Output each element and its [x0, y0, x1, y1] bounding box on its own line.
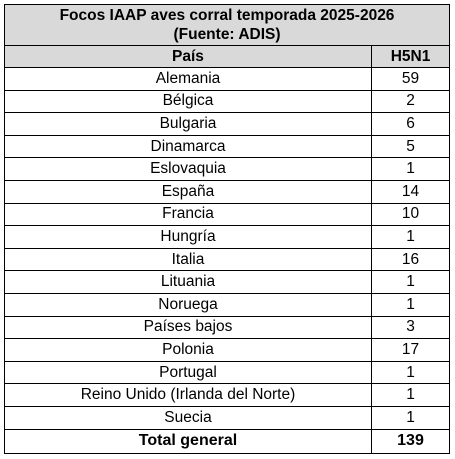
country-cell: Bélgica	[4, 89, 372, 114]
h5n1-count-cell: 2	[370, 89, 451, 114]
table-row: Reino Unido (Irlanda del Norte) 1	[4, 383, 451, 407]
h5n1-count-cell: 5	[370, 134, 451, 159]
table-title-line-2: (Fuente: ADIS)	[173, 26, 281, 43]
h5n1-count-cell: 1	[370, 383, 451, 407]
outbreaks-table: Focos IAAP aves corral temporada 2025-20…	[3, 4, 451, 454]
table-row: Alemania 59	[4, 67, 451, 91]
country-cell: Bulgaria	[4, 112, 372, 136]
table-row: Eslovaquia 1	[4, 157, 451, 181]
table-title-line-1: Focos IAAP aves corral temporada 2025-20…	[59, 7, 395, 24]
h5n1-count-cell: 59	[370, 67, 451, 91]
country-cell: Francia	[4, 202, 372, 227]
title-row: Focos IAAP aves corral temporada 2025-20…	[3, 4, 451, 46]
table-row: Italia 16	[4, 247, 451, 272]
table-title: Focos IAAP aves corral temporada 2025-20…	[3, 4, 451, 46]
country-cell: Países bajos	[4, 315, 372, 340]
country-cell: Eslovaquia	[4, 157, 372, 181]
h5n1-count-cell: 1	[370, 157, 451, 181]
country-cell: Suecia	[4, 405, 372, 430]
h5n1-count-cell: 1	[370, 405, 451, 430]
table-body: Alemania 59 Bélgica 2 Bulgaria 6 Dinamar…	[4, 67, 451, 430]
table-row: Francia 10	[4, 202, 451, 227]
outbreaks-table-container: Focos IAAP aves corral temporada 2025-20…	[3, 4, 451, 454]
h5n1-count-cell: 3	[370, 315, 451, 340]
table-row: Dinamarca 5	[4, 134, 451, 159]
h5n1-count-cell: 1	[370, 270, 451, 294]
country-cell: Dinamarca	[4, 134, 372, 159]
country-cell: Portugal	[4, 360, 372, 385]
column-header-h5n1: H5N1	[370, 45, 451, 68]
table-row: Hungría 1	[4, 225, 451, 249]
table-row: Lituania 1	[4, 270, 451, 294]
country-cell: Hungría	[4, 225, 372, 249]
total-value: 139	[370, 428, 451, 454]
country-cell: Reino Unido (Irlanda del Norte)	[4, 383, 372, 407]
h5n1-count-cell: 10	[370, 202, 451, 227]
h5n1-count-cell: 6	[370, 112, 451, 136]
h5n1-count-cell: 17	[370, 338, 451, 362]
h5n1-count-cell: 16	[370, 247, 451, 272]
country-cell: Alemania	[4, 67, 372, 91]
table-row: Países bajos 3	[4, 315, 451, 340]
country-cell: Polonia	[4, 338, 372, 362]
table-row: Suecia 1	[4, 405, 451, 430]
country-cell: Noruega	[4, 292, 372, 317]
column-header-country: País	[4, 45, 372, 68]
table-row: Bélgica 2	[4, 89, 451, 114]
country-cell: Italia	[4, 247, 372, 272]
country-cell: Lituania	[4, 270, 372, 294]
h5n1-count-cell: 14	[370, 179, 451, 204]
country-cell: España	[4, 179, 372, 204]
table-row: Bulgaria 6	[4, 112, 451, 136]
h5n1-count-cell: 1	[370, 225, 451, 249]
table-row: España 14	[4, 179, 451, 204]
column-header-row: País H5N1	[4, 45, 451, 68]
table-row: Portugal 1	[4, 360, 451, 385]
table-row: Noruega 1	[4, 292, 451, 317]
total-row: Total general 139	[4, 428, 451, 454]
h5n1-count-cell: 1	[370, 360, 451, 385]
total-label: Total general	[4, 428, 372, 454]
table-row: Polonia 17	[4, 338, 451, 362]
h5n1-count-cell: 1	[370, 292, 451, 317]
